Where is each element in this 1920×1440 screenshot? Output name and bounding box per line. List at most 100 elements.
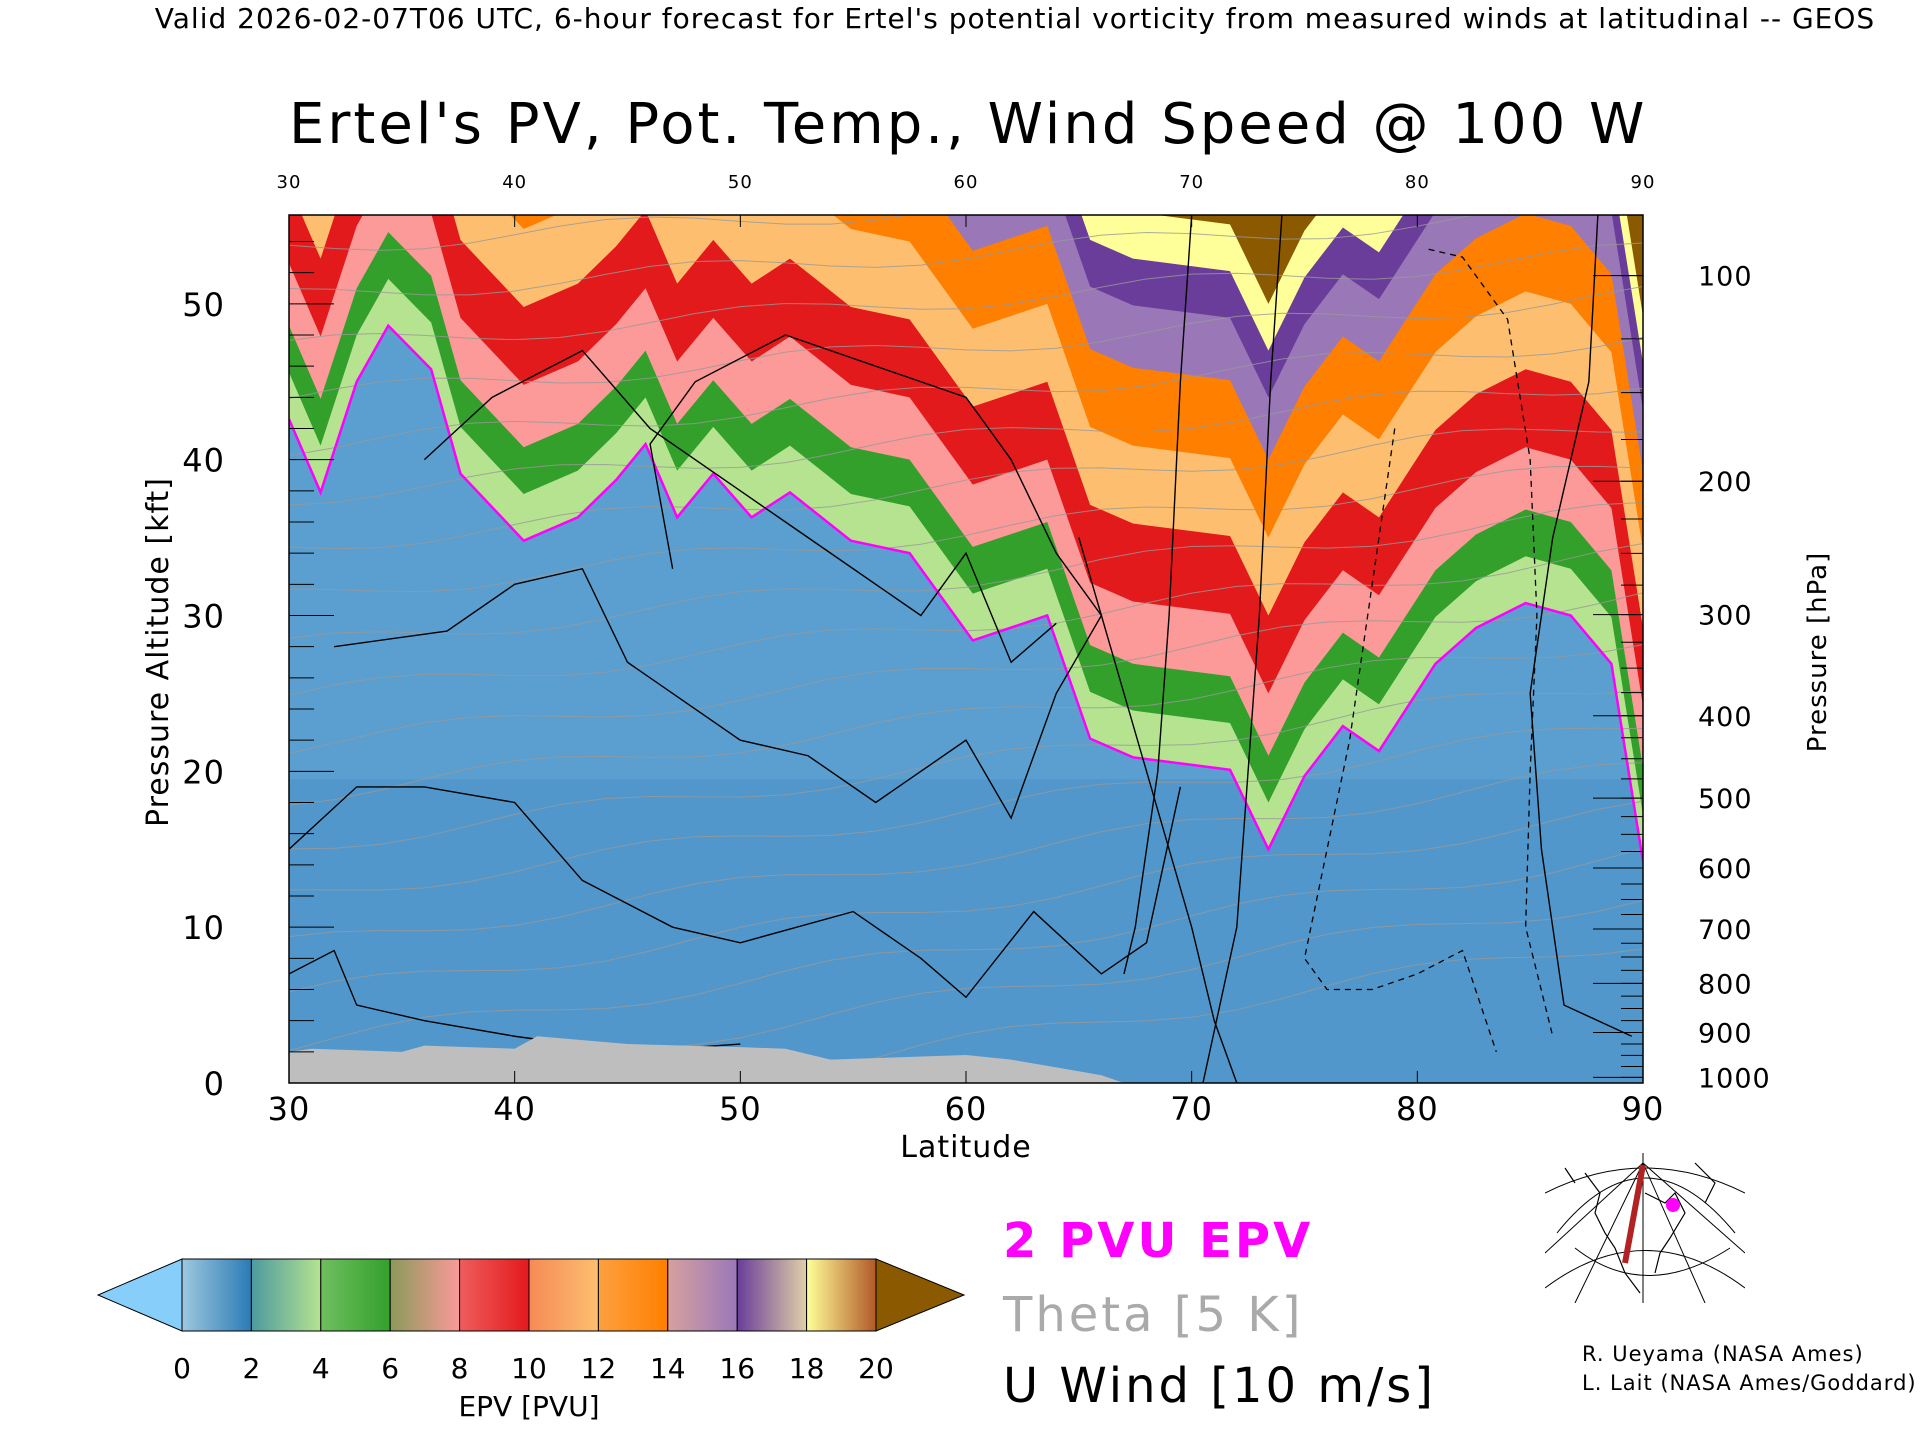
theta-contour <box>289 465 1643 593</box>
theta-contour <box>289 847 1643 1052</box>
theta-contour <box>289 336 1643 457</box>
x-tick-label-top: 80 <box>1405 172 1430 193</box>
theta-contour <box>289 215 910 251</box>
colorbar-segment <box>736 1258 808 1332</box>
colorbar-tick-label: 18 <box>789 1352 825 1385</box>
wind-contour <box>1202 215 1283 1083</box>
wind-contour <box>649 334 1238 1083</box>
credit-line-2: L. Lait (NASA Ames/Goddard) <box>1582 1371 1917 1395</box>
pv-background-lower <box>289 779 1643 1083</box>
colorbar-label: EPV [PVU] <box>458 1390 599 1423</box>
colorbar: 0 2 4 6 8 10 12 14 16 18 20 EPV [PVU] <box>96 1258 966 1423</box>
colorbar-segment <box>181 1258 252 1332</box>
theta-contour <box>289 644 1643 806</box>
legend-theta: Theta [5 K] <box>1003 1287 1304 1343</box>
chart-title: Ertel's PV, Pot. Temp., Wind Speed @ 100… <box>289 92 1648 157</box>
x-tick-label-top: 70 <box>1179 172 1204 193</box>
colorbar-under-triangle <box>96 1258 183 1332</box>
theta-contour <box>289 82 1643 157</box>
location-map <box>1545 1153 1745 1303</box>
wind-contour <box>1529 215 1633 1037</box>
x-tick-label: 50 <box>719 1090 762 1128</box>
location-marker <box>1666 1198 1680 1212</box>
x-tick-label-top: 40 <box>502 172 527 193</box>
x-tick-label-top: 30 <box>277 172 302 193</box>
pv-2pvu-contour <box>289 323 1643 862</box>
wind-contour <box>423 349 1057 664</box>
colorbar-segment <box>806 1258 877 1332</box>
legend-wind: U Wind [10 m/s] <box>1003 1358 1436 1414</box>
colorbar-tick-label: 2 <box>242 1352 260 1385</box>
colorbar-tick-label: 6 <box>381 1352 399 1385</box>
map-coastline <box>1584 1172 1686 1294</box>
colorbar-segment <box>250 1258 322 1332</box>
theta-contour <box>289 690 1643 850</box>
theta-contour <box>289 592 1643 754</box>
colorbar-tick-label: 14 <box>650 1352 686 1385</box>
y2-tick-label: 400 <box>1698 702 1753 733</box>
colorbar-tick-label: 12 <box>581 1352 617 1385</box>
y2-tick-label: 1000 <box>1698 1063 1771 1094</box>
y2-tick-label: 600 <box>1698 854 1753 885</box>
wind-contour <box>334 537 1103 820</box>
colorbar-segment <box>528 1258 599 1332</box>
pv-band-8 <box>1081 215 1643 364</box>
theta-contour <box>289 428 1643 550</box>
y-tick-label: 10 <box>182 909 225 947</box>
x-tick-label: 40 <box>493 1090 536 1128</box>
wind-contour-negative <box>1303 428 1497 1053</box>
theta-contour <box>289 762 1643 938</box>
colorbar-tick-label: 4 <box>312 1352 330 1385</box>
y2-tick-label: 700 <box>1698 915 1753 946</box>
x-tick-label-top: 90 <box>1631 172 1656 193</box>
figure-subtitle: Valid 2026-02-07T06 UTC, 6-hour forecast… <box>154 2 1876 35</box>
colorbar-segment <box>320 1258 391 1332</box>
colorbar-segment <box>459 1258 530 1332</box>
y-tick-label: 30 <box>182 597 225 635</box>
legend-pv-label: 2 PVU EPV <box>1003 1213 1314 1269</box>
y2-tick-label: 800 <box>1698 969 1753 1000</box>
legend-pv: 2 PVU EPV <box>1003 1213 1313 1269</box>
terrain-mask <box>289 1036 1124 1083</box>
x-tick-label: 90 <box>1622 1090 1665 1128</box>
colorbar-segment <box>389 1258 461 1332</box>
plot-area <box>289 30 1643 1083</box>
credit-line-1: R. Ueyama (NASA Ames) <box>1582 1342 1864 1366</box>
y2-tick-label: 300 <box>1698 601 1753 632</box>
colorbar-tick-label: 16 <box>719 1352 755 1385</box>
axes: 30 30 40 40 50 50 60 60 70 70 80 80 90 90 Latitude 0 10 2… <box>141 172 1833 1165</box>
legend-wind-label: U Wind [10 m/s] <box>1003 1358 1437 1414</box>
y2-tick-label: 500 <box>1698 784 1753 815</box>
y2-tick-label: 900 <box>1698 1018 1753 1049</box>
colorbar-over-triangle <box>875 1258 966 1332</box>
credits: R. Ueyama (NASA Ames) L. Lait (NASA Ames… <box>1582 1340 1917 1398</box>
map-latitude-circle <box>1556 1177 1736 1234</box>
theta-contour <box>289 286 1643 400</box>
wind-contour <box>1123 215 1193 975</box>
x-tick-label: 80 <box>1396 1090 1439 1128</box>
x-axis-label: Latitude <box>900 1130 1031 1165</box>
y-tick-label: 20 <box>182 753 225 791</box>
x-tick-label: 70 <box>1170 1090 1213 1128</box>
y2-tick-label: 100 <box>1698 262 1753 293</box>
colorbar-segment <box>667 1258 738 1332</box>
map-latitude-circle <box>1545 1167 1745 1194</box>
colorbar-segment <box>597 1258 669 1332</box>
theta-contour <box>289 800 1643 993</box>
theta-contour <box>289 727 1643 891</box>
y-tick-label: 50 <box>182 286 225 324</box>
wind-contour-negative <box>1428 248 1554 1037</box>
x-tick-label-top: 50 <box>728 172 753 193</box>
colorbar-tick-label: 8 <box>451 1352 469 1385</box>
theta-contour <box>289 30 1643 102</box>
theta-contour <box>289 242 1643 341</box>
y-axis-label: Pressure Altitude [kft] <box>141 477 176 827</box>
x-tick-label: 30 <box>268 1090 311 1128</box>
x-tick-label: 60 <box>945 1090 988 1128</box>
colorbar-tick-label: 20 <box>858 1352 894 1385</box>
theta-contour <box>748 948 1643 1083</box>
cross-section-line <box>1622 1164 1646 1264</box>
colorbar-tick-label: 0 <box>173 1352 191 1385</box>
pv-band-9 <box>1157 215 1643 317</box>
